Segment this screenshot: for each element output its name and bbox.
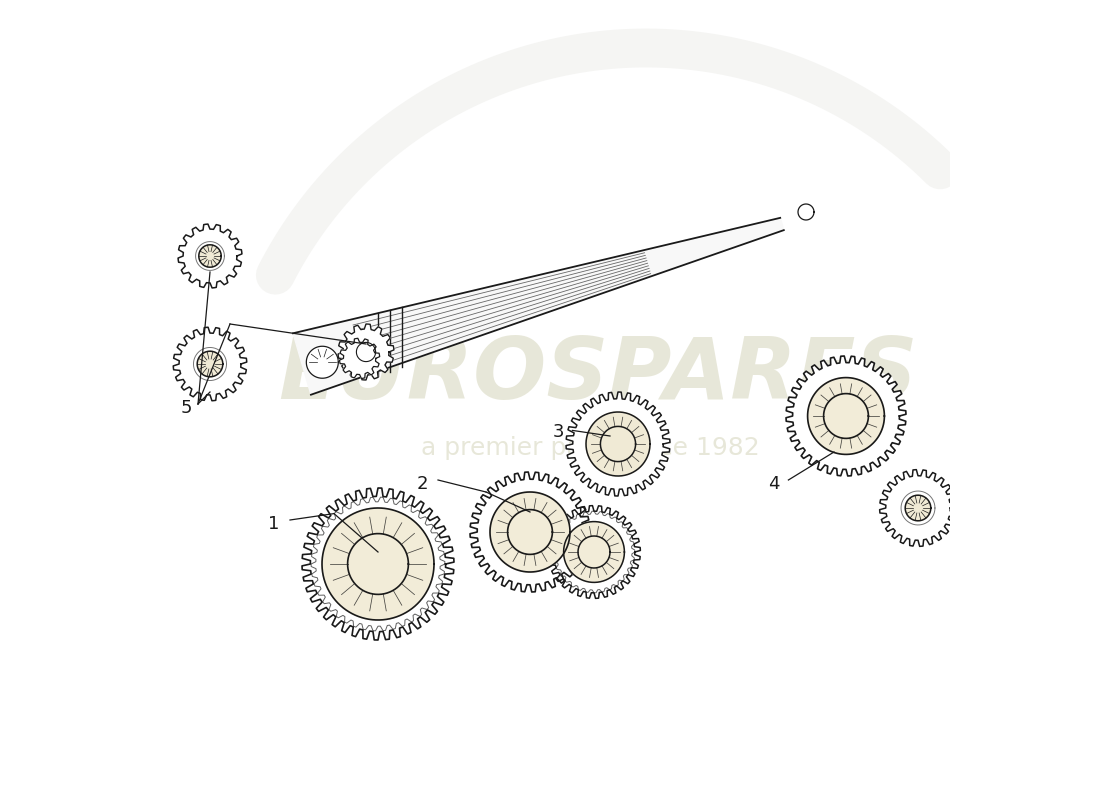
Polygon shape [293,218,784,394]
Text: 4: 4 [768,475,780,493]
Text: 5: 5 [180,399,191,417]
Polygon shape [566,392,670,496]
Polygon shape [548,506,640,598]
Polygon shape [490,492,570,572]
Polygon shape [807,378,884,454]
Polygon shape [322,508,434,620]
Polygon shape [174,327,246,401]
Polygon shape [586,412,650,476]
Text: EUROSPARES: EUROSPARES [278,334,917,418]
Text: 3: 3 [552,423,563,441]
Polygon shape [199,245,221,267]
Text: a premier parts since 1982: a premier parts since 1982 [420,436,759,460]
Polygon shape [578,536,610,568]
Text: 1: 1 [268,515,279,533]
Polygon shape [507,510,552,554]
Polygon shape [824,394,868,438]
Polygon shape [563,522,625,582]
Text: 2: 2 [416,475,428,493]
Polygon shape [306,346,339,378]
Polygon shape [302,488,454,640]
Polygon shape [197,351,223,377]
Polygon shape [348,534,408,594]
Polygon shape [470,472,590,592]
Polygon shape [786,356,906,476]
Polygon shape [798,204,814,220]
Polygon shape [340,338,379,378]
Polygon shape [356,342,375,362]
Polygon shape [338,324,394,380]
Polygon shape [905,495,931,521]
Polygon shape [178,224,242,288]
Polygon shape [601,426,636,462]
Polygon shape [880,470,956,546]
